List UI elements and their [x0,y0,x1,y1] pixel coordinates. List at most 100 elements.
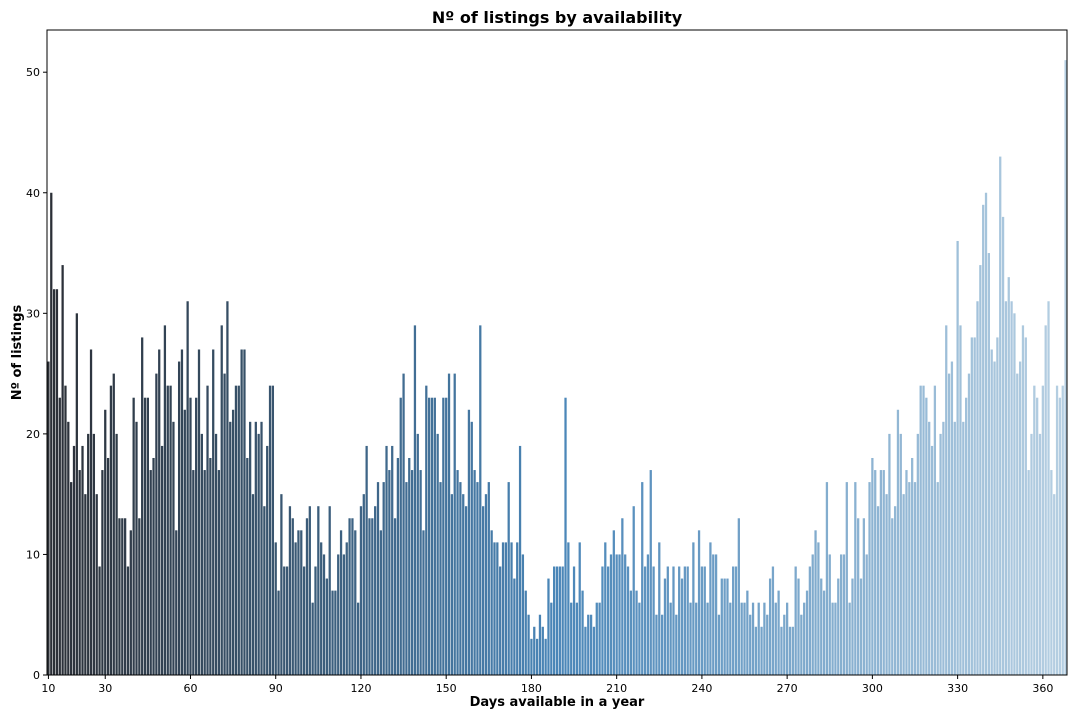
bar-day-26 [92,433,96,675]
bar-day-173 [510,542,513,675]
bar-day-274 [797,578,800,675]
bar-day-156 [462,494,465,675]
bar-day-118 [354,530,357,675]
bar-day-76 [234,385,238,675]
bar-day-145 [430,397,434,675]
bar-day-135 [402,373,405,675]
bar-day-97 [294,542,297,675]
bar-day-111 [334,590,337,675]
bar-day-249 [726,578,729,675]
bar-day-187 [550,602,553,675]
bar-day-154 [456,470,459,675]
bar-day-81 [249,421,252,675]
bar-day-234 [683,566,686,675]
bar-day-189 [555,566,559,675]
bar-day-338 [979,265,982,675]
bar-day-325 [942,421,945,675]
bar-day-128 [382,482,385,675]
bar-day-10 [47,361,50,675]
bar-day-287 [834,602,837,675]
bar-day-14 [58,397,61,675]
bar-day-282 [820,578,823,675]
bar-day-120 [359,506,363,675]
bar-day-83 [254,421,257,675]
bar-day-33 [112,373,115,675]
bar-day-114 [342,554,346,675]
x-tick-label: 30 [98,682,112,695]
bar-day-49 [158,349,161,675]
bar-day-50 [160,445,164,675]
bar-day-196 [575,602,579,675]
bar-day-146 [433,397,436,675]
bar-day-75 [231,409,235,675]
bar-day-90 [274,542,277,675]
bar-day-346 [1001,216,1005,675]
bar-day-96 [291,518,294,675]
bar-day-308 [893,506,897,675]
bar-day-215 [629,590,633,675]
y-tick-label: 40 [26,187,40,200]
bar-day-174 [513,578,516,675]
bar-day-177 [521,554,525,675]
bar-day-132 [393,518,397,675]
bar-day-20 [75,313,78,675]
bar-day-28 [98,566,101,675]
bar-day-292 [848,602,851,675]
bar-day-277 [805,590,809,675]
bar-day-124 [371,518,374,675]
bar-day-363 [1050,470,1053,675]
bar-day-271 [788,626,792,675]
bar-day-16 [64,385,67,675]
bar-day-126 [376,482,380,675]
bar-day-129 [385,445,388,675]
bar-day-286 [831,602,834,675]
bar-day-251 [732,566,735,675]
bar-day-161 [476,482,479,675]
bar-day-348 [1007,277,1010,675]
bar-day-246 [717,614,721,675]
x-tick-label: 300 [862,682,883,695]
bar-day-186 [547,578,550,675]
bar-day-226 [660,614,664,675]
bar-day-336 [973,337,976,675]
bar-day-326 [945,325,948,675]
bar-day-169 [499,566,502,675]
bar-day-241 [703,566,706,675]
bar-day-199 [584,626,587,675]
bar-day-302 [876,506,880,675]
bar-day-65 [203,470,206,675]
bar-day-61 [192,470,195,675]
bar-day-195 [572,566,576,675]
bar-day-205 [601,566,604,675]
bar-day-46 [149,470,152,675]
bar-day-255 [743,602,746,675]
bar-day-138 [410,470,414,675]
bar-day-193 [567,542,570,675]
bar-day-254 [740,602,743,675]
bar-day-311 [902,494,905,675]
bar-day-240 [700,566,704,675]
bar-day-104 [314,566,317,675]
bar-day-263 [766,614,769,675]
bar-day-297 [862,518,865,675]
bar-day-275 [800,614,803,675]
bar-day-143 [425,385,428,675]
bar-day-316 [916,433,919,675]
bar-day-232 [678,566,681,675]
bar-day-107 [322,554,326,675]
bar-day-298 [865,554,868,675]
bar-day-349 [1010,301,1013,675]
bar-day-93 [283,566,286,675]
bar-day-144 [428,397,431,675]
bar-day-55 [175,530,178,675]
bar-day-152 [450,494,454,675]
bar-day-157 [464,506,468,675]
x-tick-label: 90 [269,682,283,695]
bar-day-231 [675,614,678,675]
bar-day-312 [905,470,908,675]
bar-day-140 [416,433,419,675]
bar-day-236 [689,602,692,675]
x-axis-title: Days available in a year [470,695,645,710]
bar-day-182 [535,638,539,675]
bar-day-256 [746,590,749,675]
